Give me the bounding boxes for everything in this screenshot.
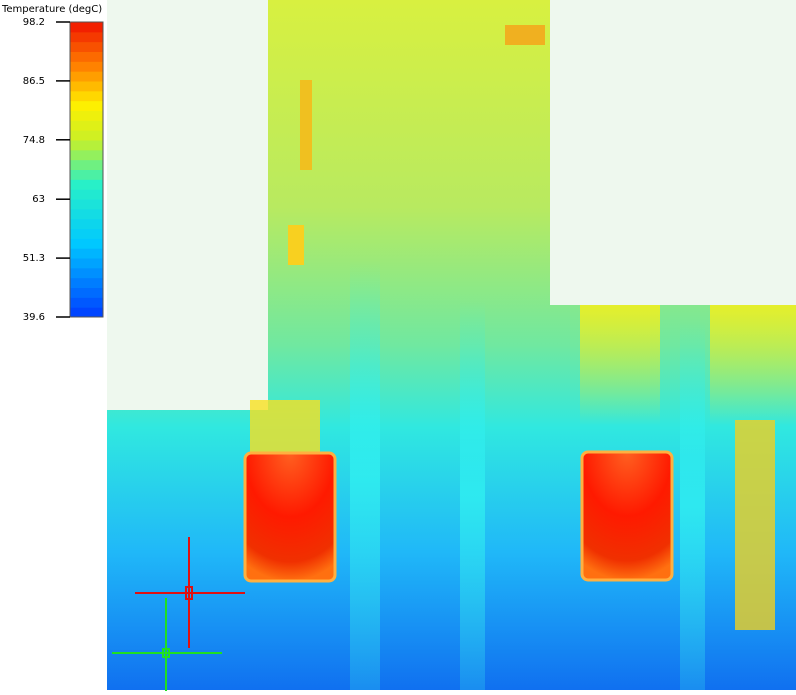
- cool-stripe: [350, 260, 380, 690]
- color-band: [70, 267, 103, 279]
- warm-stripe: [300, 80, 312, 170]
- color-band: [70, 90, 103, 102]
- color-band: [70, 61, 103, 72]
- color-band: [70, 179, 103, 190]
- tick-label: 86.5: [23, 76, 45, 87]
- color-band: [70, 41, 103, 52]
- color-band: [70, 140, 103, 151]
- tick-label: 63: [32, 194, 45, 205]
- heat-source: [580, 450, 674, 582]
- probe-cursor: [112, 598, 222, 691]
- cool-stripe: [460, 300, 485, 690]
- color-band: [70, 238, 103, 249]
- color-band: [70, 110, 103, 121]
- warm-zone: [580, 305, 660, 425]
- empty-region: [107, 0, 268, 410]
- warm-stripe: [505, 25, 545, 45]
- tick-label: 74.8: [23, 135, 45, 146]
- color-band: [70, 208, 103, 220]
- warm-stripe: [288, 225, 304, 265]
- color-band: [70, 258, 103, 269]
- color-band: [70, 51, 103, 62]
- color-band: [70, 287, 103, 298]
- cool-stripe: [680, 320, 705, 690]
- color-band: [70, 307, 103, 318]
- color-band: [70, 31, 103, 43]
- color-band: [70, 277, 103, 288]
- color-bar: 98.2 86.5 74.8 63 51.3 39.6: [23, 17, 104, 323]
- warm-stripe: [735, 420, 775, 630]
- color-band: [70, 81, 103, 92]
- color-band: [70, 130, 103, 141]
- warm-zone: [710, 305, 796, 425]
- color-band: [70, 71, 103, 82]
- color-band: [70, 22, 103, 33]
- legend-title: Temperature (degC): [1, 4, 102, 15]
- color-band: [70, 218, 103, 229]
- tick-label: 98.2: [23, 17, 45, 28]
- color-band: [70, 189, 103, 200]
- warm-zone: [250, 400, 320, 460]
- color-band: [70, 120, 103, 131]
- color-band: [70, 248, 103, 259]
- probe-cursor: [135, 537, 245, 648]
- color-band: [70, 228, 103, 239]
- color-band: [70, 297, 103, 308]
- tick-label: 51.3: [23, 253, 45, 264]
- color-band: [70, 169, 103, 180]
- heat-source: [243, 451, 337, 583]
- empty-region: [550, 0, 796, 305]
- color-band: [70, 149, 103, 161]
- color-band: [70, 199, 103, 210]
- tick-label: 39.6: [23, 312, 45, 323]
- color-bar-frame: [69, 21, 104, 318]
- color-band: [70, 159, 103, 170]
- color-band: [70, 100, 103, 111]
